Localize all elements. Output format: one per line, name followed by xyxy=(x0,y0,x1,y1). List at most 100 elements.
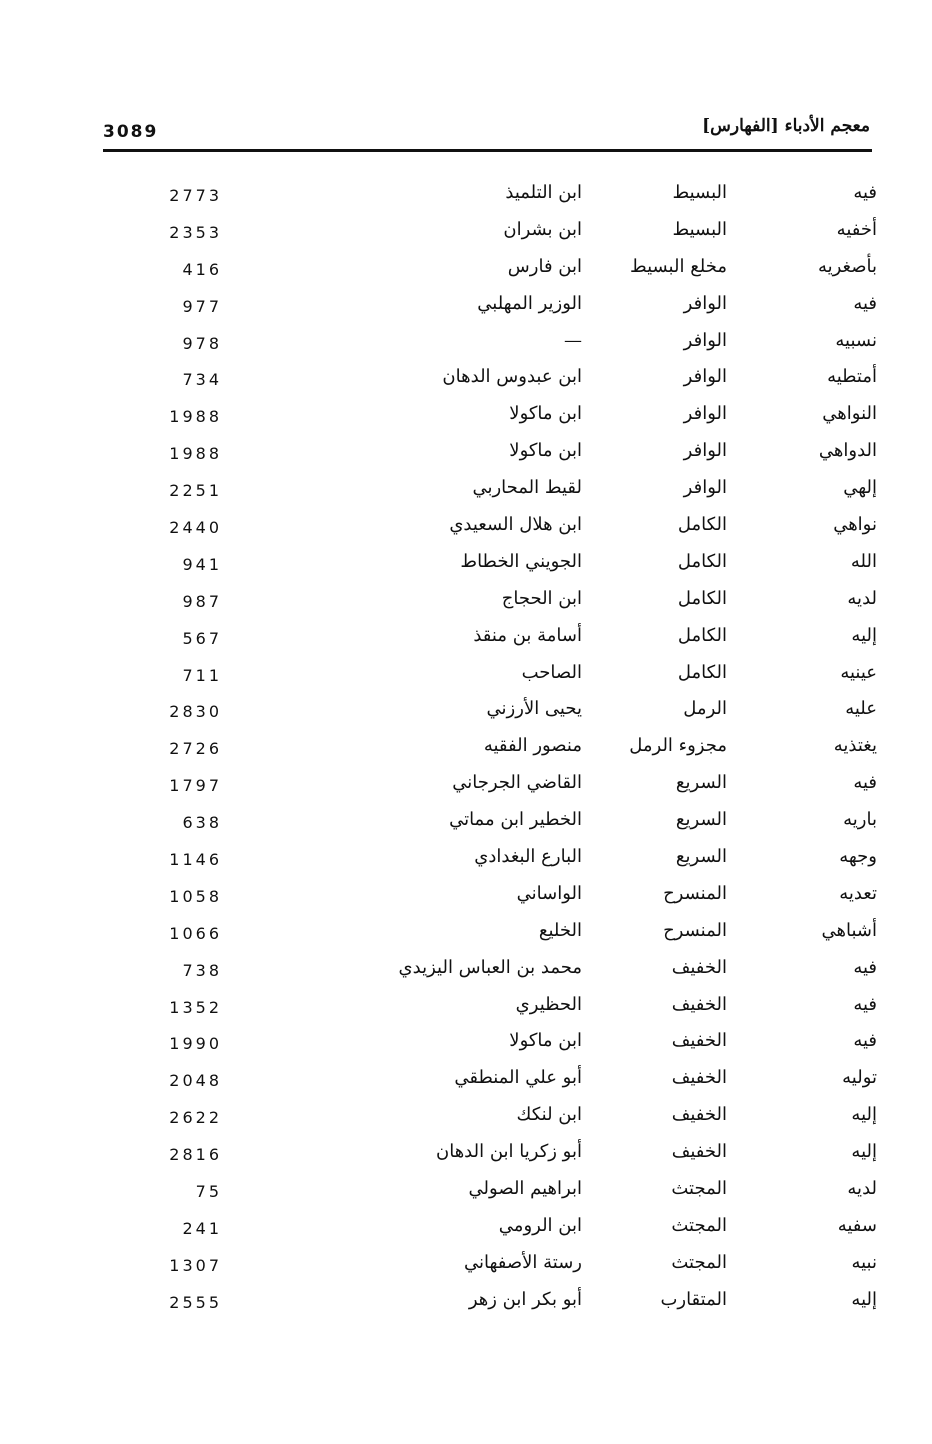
page-ref: 1066 xyxy=(169,923,222,943)
page-ref: 2353 xyxy=(169,222,222,242)
meter: البسيط xyxy=(672,182,728,203)
poet-name: البارع البغدادي xyxy=(474,846,582,868)
poet-name: ابن ماكولا xyxy=(509,1030,582,1052)
meter: مجزوء الرمل xyxy=(629,735,727,757)
poet-name: ابن ماكولا xyxy=(509,440,582,462)
meter: الخفيف xyxy=(671,1067,727,1089)
index-table: فيه البسيط ابن التلميذ 2773 أخفيه البسيط ابن ب… xyxy=(0,180,932,1324)
meter: الوافر xyxy=(683,477,727,499)
table-row: فيه الخفيف ابن ماكولا 1990 xyxy=(0,1028,932,1065)
page-ref: 638 xyxy=(182,813,222,833)
meter: الكامل xyxy=(677,624,727,646)
table-row: إليه الخفيف ابن لنكك 2622 xyxy=(0,1102,932,1139)
poet-name: الخليع xyxy=(538,919,582,941)
page-ref: 978 xyxy=(182,333,222,353)
rhyme-word: الله xyxy=(850,550,877,572)
poet-name: الوزير المهلبي xyxy=(477,292,582,314)
page-ref: 711 xyxy=(182,665,222,685)
table-row: نواهي الكامل ابن هلال السعيدي 2440 xyxy=(0,512,932,549)
poet-name: ابراهيم الصولي xyxy=(468,1178,582,1200)
meter: السريع xyxy=(675,809,727,831)
meter: الوافر xyxy=(683,292,727,314)
meter: المتقارب xyxy=(660,1288,727,1310)
meter: الكامل xyxy=(677,550,727,572)
table-row: لديه المجتث ابراهيم الصولي 75 xyxy=(0,1176,932,1213)
table-row: فيه السريع القاضي الجرجاني 1797 xyxy=(0,770,932,807)
meter: السريع xyxy=(675,846,727,868)
table-row: وجهه السريع البارع البغدادي 1146 xyxy=(0,844,932,881)
table-row: عليه الرمل يحيى الأرزني 2830 xyxy=(0,696,932,733)
rhyme-word: الدواهي xyxy=(818,440,877,462)
page-ref: 75 xyxy=(195,1182,222,1202)
rhyme-word: فيه xyxy=(853,1030,877,1052)
table-row: أشباهي المنسرح الخليع 1066 xyxy=(0,918,932,955)
rhyme-word: إليه xyxy=(851,1141,877,1163)
rhyme-word: أشباهي xyxy=(821,919,878,941)
page-ref: 567 xyxy=(182,628,222,648)
page-ref: 2816 xyxy=(169,1145,222,1165)
rhyme-word: فيه xyxy=(853,182,877,203)
page-ref: 1797 xyxy=(169,776,222,796)
rhyme-word: عينيه xyxy=(840,661,877,683)
meter: الخفيف xyxy=(671,1030,727,1052)
table-row: النواهي الوافر ابن ماكولا 1988 xyxy=(0,401,932,438)
running-title: معجم الأدباء [الفهارس] xyxy=(702,116,870,136)
poet-name: يحيى الأرزني xyxy=(486,698,582,720)
rhyme-word: نبيه xyxy=(851,1251,877,1273)
page-ref: 1352 xyxy=(169,997,222,1017)
rhyme-word: نسبيه xyxy=(835,329,877,351)
rhyme-word: بأصغريه xyxy=(817,255,877,277)
rhyme-word: لديه xyxy=(847,1178,877,1200)
page-ref: 1990 xyxy=(169,1034,222,1054)
meter: الوافر xyxy=(683,440,727,462)
table-row: عينيه الكامل الصاحب 711 xyxy=(0,660,932,697)
poet-name: القاضي الجرجاني xyxy=(452,772,582,794)
rhyme-word: فيه xyxy=(853,772,877,794)
meter: الكامل xyxy=(677,514,727,536)
rhyme-word: إليه xyxy=(851,1288,877,1310)
table-row: إليه الخفيف أبو زكريا ابن الدهان 2816 xyxy=(0,1139,932,1176)
rhyme-word: فيه xyxy=(853,956,877,978)
poet-name: ابن الرومي xyxy=(498,1214,582,1236)
table-row: فيه البسيط ابن التلميذ 2773 xyxy=(0,180,932,217)
page-ref: 1146 xyxy=(169,850,222,870)
rhyme-word: لديه xyxy=(847,587,877,609)
rhyme-word: توليه xyxy=(842,1067,877,1089)
meter: المنسرح xyxy=(663,919,727,941)
meter: الكامل xyxy=(677,587,727,609)
rhyme-word: يغتذيه xyxy=(833,735,877,757)
page-number: 3089 xyxy=(103,122,159,142)
table-row: سفيه المجتث ابن الرومي 241 xyxy=(0,1213,932,1250)
table-row: فيه الخفيف الحظيري 1352 xyxy=(0,992,932,1029)
rhyme-word: أمتطيه xyxy=(827,366,877,388)
page-ref: 1988 xyxy=(169,407,222,427)
rhyme-word: فيه xyxy=(853,993,877,1015)
page-ref: 2555 xyxy=(169,1292,222,1312)
poet-name: أبو علي المنطقي xyxy=(454,1067,582,1089)
table-row: توليه الخفيف أبو علي المنطقي 2048 xyxy=(0,1065,932,1102)
table-row: الله الكامل الجويني الخطاط 941 xyxy=(0,549,932,586)
page-ref: 416 xyxy=(182,259,222,279)
poet-name: ابن فارس xyxy=(507,255,582,277)
table-row: تعديه المنسرح الواساني 1058 xyxy=(0,881,932,918)
poet-name: الصاحب xyxy=(521,661,582,683)
page-ref: 987 xyxy=(182,591,222,611)
table-row: يغتذيه مجزوء الرمل منصور الفقيه 2726 xyxy=(0,733,932,770)
meter: الخفيف xyxy=(671,993,727,1015)
poet-name: أبو زكريا ابن الدهان xyxy=(435,1141,582,1163)
table-row: الدواهي الوافر ابن ماكولا 1988 xyxy=(0,438,932,475)
poet-name: رستة الأصفهاني xyxy=(463,1251,582,1273)
page-ref: 977 xyxy=(182,296,222,316)
meter: الوافر xyxy=(683,329,727,351)
meter: الوافر xyxy=(683,366,727,388)
meter: الكامل xyxy=(677,661,727,683)
meter: الخفيف xyxy=(671,956,727,978)
meter: مخلع البسيط xyxy=(629,255,727,277)
rhyme-word: فيه xyxy=(853,292,877,314)
table-row: فيه الخفيف محمد بن العباس اليزيدي 738 xyxy=(0,955,932,992)
rhyme-word: عليه xyxy=(845,698,877,720)
page-ref: 1988 xyxy=(169,444,222,464)
poet-name: ابن ماكولا xyxy=(509,403,582,425)
table-row: نسبيه الوافر — 978 xyxy=(0,328,932,365)
rhyme-word: وجهه xyxy=(839,846,877,868)
